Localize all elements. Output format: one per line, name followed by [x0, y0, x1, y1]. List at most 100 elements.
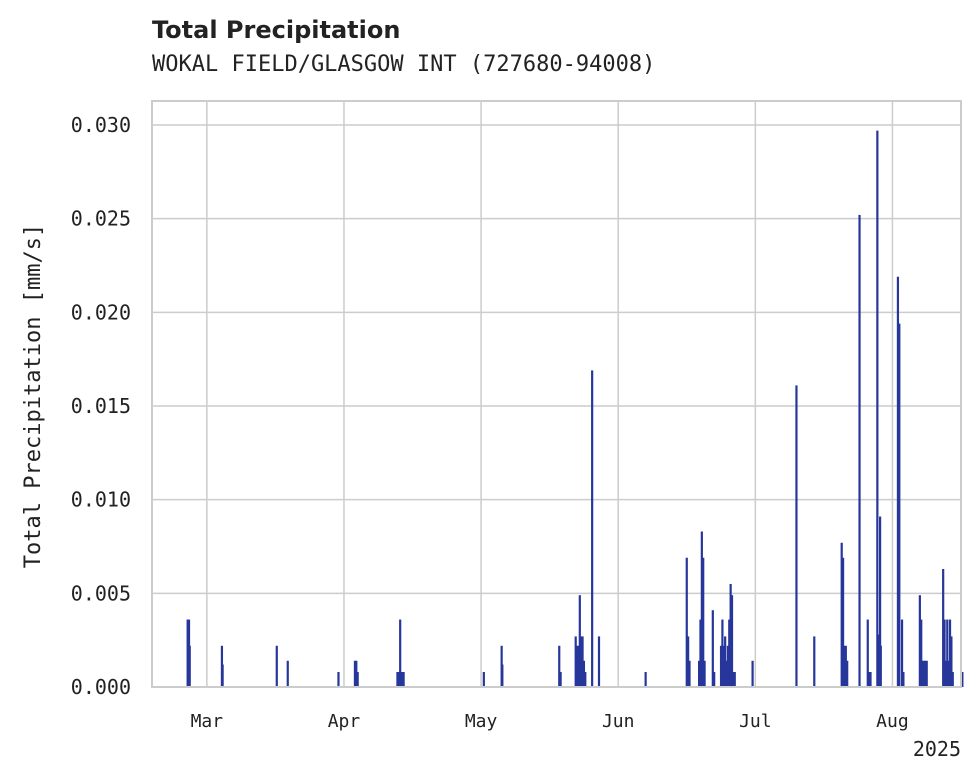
precipitation-bar: [925, 660, 928, 687]
precipitation-bar: [577, 645, 580, 687]
precipitation-bar: [869, 672, 872, 687]
precipitation-bar: [841, 557, 845, 687]
precipitation-bar: [355, 660, 358, 687]
precipitation-bar: [275, 645, 278, 687]
precipitation-bar: [918, 595, 921, 687]
precipitation-bar: [879, 645, 882, 687]
x-tick-labels: Mar Apr May Jun Jul Aug: [191, 711, 909, 732]
precipitation-bar: [591, 370, 594, 687]
precipitation-bar: [868, 672, 871, 687]
precipitation-bar: [724, 636, 727, 687]
precipitation-bar: [688, 660, 691, 687]
y-tick-label: 0.010: [71, 488, 131, 512]
precipitation-bar: [644, 672, 647, 687]
precipitation-bar: [711, 610, 714, 687]
precipitation-bar: [725, 660, 728, 687]
precipitation-bar: [924, 660, 927, 687]
precipitation-bar: [188, 645, 191, 687]
precipitation-bar: [574, 636, 577, 687]
precipitation-bar: [685, 557, 688, 687]
precipitation-bar: [840, 542, 843, 687]
precipitation-bar: [944, 660, 948, 687]
precipitation-bar: [581, 636, 584, 687]
grid-lines: [152, 101, 961, 688]
precipitation-bar: [702, 557, 705, 687]
precipitation-bar: [699, 619, 702, 687]
precipitation-bar: [877, 634, 880, 687]
precipitation-bar: [400, 672, 403, 687]
y-axis-label: Total Precipitation [mm/s]: [21, 224, 46, 568]
precipitation-bar: [950, 636, 953, 687]
precipitation-bar: [578, 595, 581, 687]
precipitation-bar: [920, 619, 923, 687]
precipitation-bar: [733, 672, 736, 687]
precipitation-bar: [687, 636, 690, 687]
x-tick-label: Jun: [602, 711, 635, 732]
precipitation-bar: [580, 636, 583, 687]
precipitation-bar: [896, 276, 900, 687]
precipitation-bar: [700, 531, 703, 687]
precipitation-bar: [402, 672, 405, 687]
precipitation-bar: [356, 672, 359, 687]
precipitation-bar: [922, 660, 926, 687]
precipitation-bar: [844, 645, 847, 687]
precipitation-bar: [813, 636, 816, 687]
x-tick-label: May: [465, 711, 498, 732]
y-tick-labels: 0.000 0.005 0.010 0.015 0.020 0.025 0.030: [71, 113, 131, 699]
precipitation-bar: [902, 672, 905, 687]
precipitation-bar: [795, 385, 798, 687]
precipitation-bar: [946, 619, 949, 687]
plot-frame: [151, 100, 962, 688]
precipitation-bar: [732, 672, 735, 687]
precipitation-bar: [900, 619, 904, 687]
precipitation-bar: [858, 214, 861, 688]
precipitation-bar: [584, 672, 587, 687]
precipitation-bar: [353, 660, 357, 687]
x-tick-label: Apr: [328, 711, 361, 732]
bar-series: [186, 130, 964, 688]
y-tick-label: 0.015: [71, 394, 131, 418]
precipitation-bar: [558, 645, 561, 687]
x-tick-label: Jul: [739, 711, 772, 732]
year-label: 2025: [913, 737, 961, 761]
precipitation-bar: [482, 672, 485, 687]
precipitation-bar: [846, 660, 849, 687]
y-tick-label: 0.000: [71, 675, 131, 699]
precipitation-bar: [703, 660, 706, 687]
precipitation-bar: [751, 660, 754, 687]
precipitation-bar: [501, 664, 504, 687]
precipitation-bar: [876, 130, 879, 687]
precipitation-bar: [559, 672, 562, 687]
precipitation-bar: [947, 660, 950, 687]
precipitation-bar: [943, 619, 946, 687]
precipitation-bar: [698, 660, 701, 687]
precipitation-bar: [728, 619, 731, 687]
x-tick-label: Mar: [191, 711, 224, 732]
precipitation-bar: [921, 660, 924, 687]
precipitation-bar: [719, 645, 723, 687]
precipitation-bar: [186, 619, 189, 687]
precipitation-bar: [713, 672, 716, 687]
precipitation-bar: [898, 323, 901, 687]
precipitation-bar: [729, 583, 732, 687]
precipitation-bar: [866, 619, 869, 687]
precipitation-bar: [879, 516, 882, 687]
precipitation-bar: [286, 660, 289, 687]
y-tick-label: 0.020: [71, 300, 131, 324]
precipitation-bar: [399, 619, 402, 687]
precipitation-bar: [337, 672, 340, 687]
precipitation-bar: [726, 645, 729, 687]
precipitation-bar: [843, 645, 846, 687]
precipitation-bar: [597, 636, 601, 687]
y-tick-label: 0.005: [71, 581, 131, 605]
precipitation-bar: [722, 645, 725, 687]
chart-subtitle: WOKAL FIELD/GLASGOW INT (727680-94008): [152, 52, 656, 77]
y-tick-label: 0.030: [71, 113, 131, 137]
precipitation-bar: [961, 672, 964, 687]
chart-title: Total Precipitation: [152, 16, 401, 44]
precipitation-bar: [396, 672, 399, 687]
precipitation-bar: [582, 660, 586, 687]
y-tick-label: 0.025: [71, 207, 131, 231]
precipitation-bar: [730, 595, 734, 687]
